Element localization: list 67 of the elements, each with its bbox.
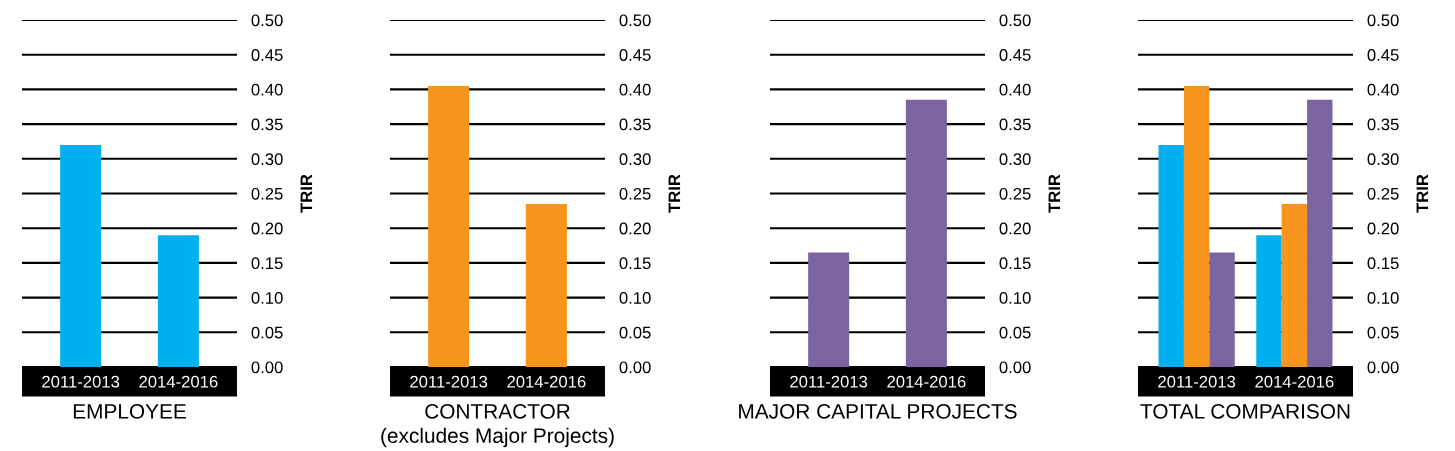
y-tick-label: 0.05 <box>1367 326 1399 339</box>
y-tick-label: 0.20 <box>1367 222 1399 235</box>
y-tick-label: 0.05 <box>999 326 1031 339</box>
y-tick-label: 0.15 <box>619 257 651 270</box>
y-tick-label: 0.20 <box>619 222 651 235</box>
y-tick-label: 0.40 <box>999 83 1031 96</box>
x-axis-title: EMPLOYEE <box>73 403 186 419</box>
y-tick-label: 0.25 <box>619 187 651 200</box>
y-tick-label: 0.50 <box>999 14 1031 27</box>
y-axis-title: TRIR <box>1416 174 1429 213</box>
x-axis-title: CONTRACTOR <box>425 403 570 419</box>
y-tick-label: 0.05 <box>619 326 651 339</box>
x-tick-label: 2014-2016 <box>1255 375 1334 388</box>
x-tick-label: 2011-2013 <box>410 375 488 388</box>
y-tick-label: 0.30 <box>1367 153 1399 165</box>
y-tick-label: 0.40 <box>251 83 283 96</box>
y-tick-label: 0.35 <box>619 118 651 131</box>
y-tick-label: 0.40 <box>619 83 651 96</box>
y-tick-label: 0.20 <box>999 222 1031 235</box>
y-tick-label: 0.25 <box>999 187 1031 200</box>
bar <box>1256 235 1282 367</box>
y-tick-label: 0.15 <box>251 257 283 270</box>
y-tick-label: 0.40 <box>1367 83 1399 96</box>
bar <box>1281 203 1308 367</box>
y-tick-label: 0.30 <box>999 153 1031 165</box>
y-tick-label: 0.45 <box>251 49 283 61</box>
x-axis-title: TOTAL COMPARISON <box>1140 403 1350 419</box>
y-tick-label: 0.15 <box>999 257 1031 270</box>
x-tick-label: 2014-2016 <box>139 375 218 388</box>
x-tick-label: 2014-2016 <box>887 375 966 388</box>
y-axis-title: TRIR <box>668 174 681 213</box>
x-tick-label: 2014-2016 <box>507 375 586 388</box>
y-tick-label: 0.20 <box>251 222 283 235</box>
x-tick-label: 2011-2013 <box>42 375 120 388</box>
x-tick-label: 2011-2013 <box>790 375 868 388</box>
bar <box>1209 252 1235 367</box>
y-tick-label: 0.15 <box>1367 257 1399 270</box>
text: (excludes Major Projects) <box>381 427 614 448</box>
y-tick-label: 0.50 <box>251 14 283 27</box>
bar <box>1183 85 1210 367</box>
y-tick-label: 0.00 <box>619 361 651 374</box>
y-tick-label: 0.50 <box>619 14 651 27</box>
y-tick-label: 0.35 <box>1367 118 1399 131</box>
y-tick-label: 0.25 <box>251 187 283 200</box>
y-tick-label: 0.10 <box>251 292 283 304</box>
y-tick-label: 0.45 <box>1367 49 1399 61</box>
y-tick-label: 0.25 <box>1367 187 1399 200</box>
y-tick-label: 0.50 <box>1367 14 1399 27</box>
y-tick-label: 0.10 <box>999 292 1031 304</box>
y-tick-label: 0.35 <box>999 118 1031 131</box>
y-tick-label: 0.00 <box>999 361 1031 374</box>
y-tick-label: 0.00 <box>1367 361 1399 374</box>
y-tick-label: 0.05 <box>251 326 283 339</box>
x-tick-label: 2011-2013 <box>1158 375 1236 388</box>
bar <box>1158 144 1184 367</box>
y-tick-label: 0.00 <box>251 361 283 374</box>
y-tick-label: 0.45 <box>999 49 1031 61</box>
y-tick-label: 0.35 <box>251 118 283 131</box>
y-tick-label: 0.10 <box>1367 292 1399 304</box>
y-axis-title: TRIR <box>300 174 313 213</box>
y-tick-label: 0.30 <box>619 153 651 165</box>
x-axis-title: MAJOR CAPITAL PROJECTS <box>739 403 1017 419</box>
y-tick-label: 0.10 <box>619 292 651 304</box>
y-axis-title: TRIR <box>1048 174 1061 213</box>
y-tick-label: 0.45 <box>619 49 651 61</box>
y-tick-label: 0.30 <box>251 153 283 165</box>
bar <box>1307 99 1333 367</box>
